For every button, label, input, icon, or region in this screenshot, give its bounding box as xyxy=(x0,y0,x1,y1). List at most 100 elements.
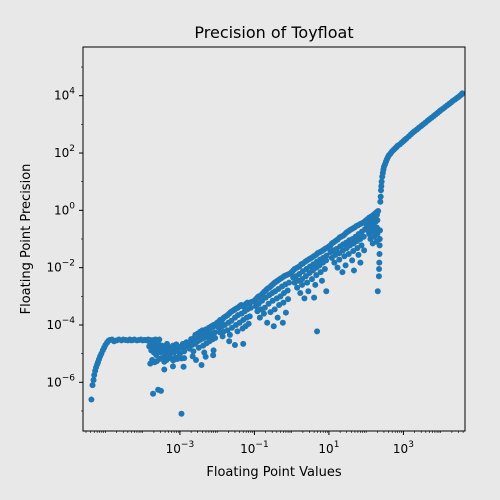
data-point xyxy=(180,363,187,370)
data-point xyxy=(313,272,320,279)
data-point xyxy=(321,265,328,272)
data-point xyxy=(280,299,287,306)
data-point xyxy=(323,288,330,295)
data-point xyxy=(192,357,199,363)
data-point xyxy=(301,295,308,302)
data-point xyxy=(282,309,289,316)
data-point xyxy=(245,320,252,327)
data-point xyxy=(358,242,365,249)
y-tick-label: 104 xyxy=(54,87,75,103)
data-point xyxy=(211,329,218,336)
data-point xyxy=(190,348,197,355)
data-point xyxy=(274,314,281,321)
data-point xyxy=(314,328,321,335)
data-point xyxy=(323,257,330,264)
data-point xyxy=(336,256,343,263)
data-point xyxy=(311,294,318,301)
data-point xyxy=(261,304,268,311)
data-point xyxy=(376,227,383,234)
data-point xyxy=(169,363,176,370)
data-point xyxy=(294,284,301,291)
data-point xyxy=(286,279,293,286)
data-point xyxy=(304,279,311,286)
y-tick-label: 100 xyxy=(54,201,75,217)
x-axis-ticks: 10−3 10−1 101 103 xyxy=(85,431,464,456)
data-point xyxy=(331,259,338,266)
data-point xyxy=(342,262,349,269)
data-point xyxy=(378,178,385,185)
data-point xyxy=(345,250,352,257)
data-point xyxy=(219,333,226,340)
data-point xyxy=(323,252,330,259)
data-point xyxy=(376,265,383,272)
data-point xyxy=(234,328,241,335)
data-point xyxy=(361,247,368,254)
data-point xyxy=(317,269,324,276)
data-point xyxy=(156,336,163,343)
x-tick-label: 101 xyxy=(318,440,339,456)
x-tick-label: 10−3 xyxy=(166,440,195,456)
data-point xyxy=(376,236,383,242)
data-point xyxy=(161,366,168,373)
data-point xyxy=(349,257,356,264)
data-point xyxy=(150,390,157,397)
data-point xyxy=(376,259,383,266)
plot-area xyxy=(83,47,465,431)
data-point xyxy=(270,323,277,330)
data-point xyxy=(305,288,312,295)
data-point xyxy=(181,355,188,362)
data-point xyxy=(210,347,217,354)
data-point xyxy=(459,90,466,97)
y-tick-label: 10−6 xyxy=(46,373,75,389)
y-tick-label: 10−4 xyxy=(46,316,75,332)
data-point xyxy=(375,273,382,280)
data-point xyxy=(246,313,253,320)
data-point xyxy=(299,281,306,288)
data-point xyxy=(210,352,217,359)
data-point xyxy=(90,377,97,384)
data-point xyxy=(350,267,357,274)
data-point xyxy=(376,250,383,257)
y-axis-ticks: 10−6 10−4 10−2 100 102 104 xyxy=(46,66,83,412)
data-point xyxy=(284,287,291,294)
x-axis-label: Floating Point Values xyxy=(206,465,341,480)
data-point xyxy=(224,327,231,334)
x-tick-label: 10−1 xyxy=(240,440,269,456)
data-point xyxy=(202,353,209,360)
data-point xyxy=(88,396,95,403)
chart-title: Precision of Toyfloat xyxy=(194,23,353,42)
data-point xyxy=(226,331,233,338)
data-point xyxy=(247,304,254,311)
data-point xyxy=(318,277,325,284)
data-point xyxy=(264,319,271,326)
data-point xyxy=(89,382,96,389)
data-point xyxy=(297,290,304,297)
y-axis-label: Floating Point Precision xyxy=(19,164,34,315)
data-point xyxy=(285,296,292,303)
data-point xyxy=(265,300,272,307)
data-point xyxy=(178,410,185,417)
data-point xyxy=(279,319,286,326)
data-point xyxy=(231,342,238,349)
data-point xyxy=(357,259,364,266)
data-point xyxy=(376,242,383,249)
data-point xyxy=(334,264,341,271)
data-point xyxy=(271,306,278,313)
y-tick-label: 10−2 xyxy=(46,259,75,275)
y-tick-label: 102 xyxy=(54,144,75,160)
data-point xyxy=(198,362,205,369)
data-point xyxy=(308,276,315,283)
data-point xyxy=(373,211,380,218)
data-point xyxy=(355,251,362,258)
scatter-points xyxy=(88,90,466,417)
data-point xyxy=(181,348,188,355)
data-point xyxy=(260,310,267,317)
data-point xyxy=(240,340,247,347)
data-point xyxy=(226,338,233,345)
data-point xyxy=(339,269,346,276)
data-point xyxy=(374,217,381,224)
data-point xyxy=(377,193,384,200)
data-point xyxy=(377,198,384,205)
data-point xyxy=(374,288,381,295)
